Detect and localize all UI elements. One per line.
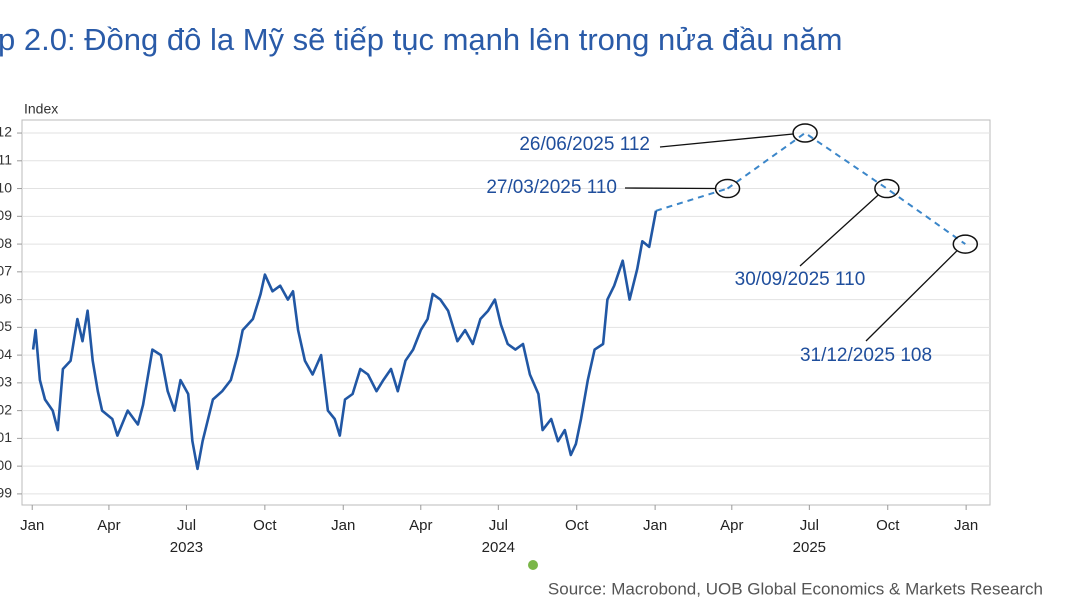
chart-title: p 2.0: Đồng đô la Mỹ sẽ tiếp tục mạnh lê… [0,22,842,57]
y-tick-label: 109 [0,207,12,223]
forecast-point [792,123,818,143]
x-tick-label: Apr [409,517,432,534]
plot-frame [21,119,991,506]
x-tick-label: Oct [876,517,900,534]
y-tick-label: 102 [0,401,12,417]
leader-line [799,194,879,267]
y-tick-label: 99 [0,485,12,501]
y-tick-label: 105 [0,318,12,334]
source: Source: Macrobond, UOB Global Economics … [548,579,1043,598]
y-tick-label: 100 [0,457,12,473]
y-tick-label: 108 [0,235,12,251]
index-line [31,210,658,471]
forecast-label: 31/12/2025 108 [800,345,932,366]
x-tick-label: Jan [954,517,978,534]
forecast-point [952,234,979,254]
y-tick-label: 103 [0,374,12,390]
y-tick-label: 107 [0,263,12,279]
y-axis-label: Index [24,101,58,117]
y-tick-label: 111 [0,152,12,168]
y-tick-label: 104 [0,346,12,362]
x-tick-label: Jan [643,517,667,534]
forecast-label: 30/09/2025 110 [735,269,866,290]
decor-dot [528,560,538,570]
y-tick-label: 112 [0,124,12,140]
x-tick-label: Oct [565,517,589,534]
x-year-label: 2023 [170,539,203,556]
x-tick-label: Jan [20,517,44,534]
forecast-line [726,132,966,245]
x-year-label: 2025 [793,539,826,556]
leader-line [659,133,794,148]
y-tick-label: 101 [0,429,12,445]
x-tick-label: Jan [331,517,355,534]
forecast-point [874,178,900,199]
y-tick-label: 106 [0,290,12,306]
leader-line [865,250,958,342]
x-tick-label: Jul [177,517,196,534]
forecast-connector [655,187,728,212]
forecast-label: 26/06/2025 112 [519,134,650,155]
leader-line [624,187,716,190]
x-tick-label: Jul [800,517,819,534]
x-tick-label: Oct [253,517,277,534]
forecast-point [714,178,741,199]
y-tick-label: 110 [0,179,12,195]
x-tick-label: Apr [97,517,120,534]
forecast-label: 27/03/2025 110 [486,177,617,198]
x-tick-label: Jul [489,517,508,534]
x-year-label: 2024 [482,539,515,556]
x-tick-label: Apr [720,517,743,534]
